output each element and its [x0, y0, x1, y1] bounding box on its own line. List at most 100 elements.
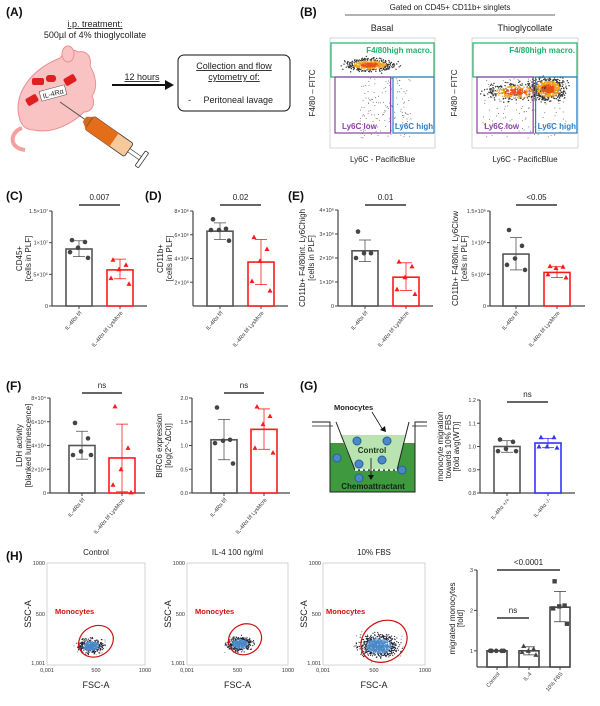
y-axis-label: CD11b+ F4/80int. Ly6Clow: [451, 211, 460, 306]
data-point: [230, 461, 236, 466]
panel-label-f: (F): [6, 379, 21, 393]
flow-y-axis-label: SSC-A: [299, 600, 309, 628]
y-tick-label: 1.0: [468, 445, 476, 451]
data-point: [264, 246, 270, 251]
data-point: [267, 413, 273, 419]
y-tick-label: 0.5: [180, 467, 188, 473]
bar-chart-e1: 0 1×10⁶ 2×10⁶ 3×10⁶ 4×10⁶ CD11b+ F4/80int. Ly…: [298, 193, 433, 349]
x-tick-label: IL-4Rα f/f LysMcre: [235, 497, 268, 535]
y-tick-label: 3×10⁶: [319, 231, 334, 238]
data-point: [249, 278, 255, 284]
data-point: [525, 648, 531, 653]
bar: [486, 650, 508, 668]
gate-label-f4-80-high: F4/80high macro.: [366, 46, 432, 55]
flow-y-tick-label: 500: [36, 612, 45, 618]
x-tick-label: IL-4Rα f/f: [209, 497, 229, 519]
flow-plot-thioglycollate: Thioglycollate F4/80 – FITC Ly6C - Pacific…: [450, 23, 579, 164]
y-tick-label: 0.8: [468, 491, 476, 497]
gate-ly6c-low: [334, 76, 392, 134]
p-value-label: ns: [509, 606, 517, 615]
data-point: [123, 262, 129, 267]
y-tick-label: 4×10⁴: [31, 443, 46, 450]
x-tick-label: IL-4Rα f/f LysMcre: [377, 310, 410, 348]
x-tick-label: IL-4Rα -/-: [533, 497, 553, 519]
x-tick-label: IL-4Rα f/f LysMcre: [91, 310, 124, 348]
flow-x-tick-label: 500: [233, 668, 242, 674]
y-tick-label: 1: [470, 649, 473, 655]
y-axis-label: BIRC6 expression: [155, 413, 164, 477]
y-axis-label: LDH activity: [15, 424, 24, 467]
data-point: [214, 405, 220, 410]
bar-chart-f2: 0.0 0.5 1.0 1.5 2.0 BIRC6 expression [log(2^-Δ…: [155, 381, 290, 536]
y-tick-label: 2×10⁶: [174, 279, 189, 286]
bar: [543, 271, 571, 307]
data-point: [75, 245, 81, 251]
flow-events: [479, 75, 570, 139]
collection-box: [177, 54, 291, 112]
bar: [493, 445, 521, 494]
treatment-title: i.p. treatment:: [67, 19, 122, 29]
data-point: [251, 234, 257, 240]
panel-label-g: (G): [300, 379, 317, 393]
diagram-monocytes-label: Monocytes: [334, 403, 373, 412]
y-tick-label: 1.5×10⁶: [467, 208, 486, 215]
y-axis-label: [fold]: [456, 610, 465, 627]
y-axis-label: [blanked luminescence]: [24, 404, 33, 488]
gate-label-monocytes: Monocytes: [326, 607, 365, 616]
flow-y-axis-label: F4/80 – FITC: [308, 69, 317, 116]
flow-y-tick-label: 1000: [33, 561, 45, 567]
p-value-label: 0.02: [233, 193, 249, 202]
p-value-label: <0.0001: [514, 558, 544, 567]
data-point: [223, 226, 229, 232]
p-value-label: ns: [240, 381, 248, 390]
x-tick-label: IL-4Rα f/f LysMcre: [528, 310, 561, 348]
y-tick-label: 0: [483, 304, 486, 310]
data-point: [557, 604, 562, 609]
data-point: [112, 403, 118, 409]
bar-chart-g: 0.8 0.9 1.0 1.1 1.2 monocyte migration towards…: [436, 390, 575, 521]
data-point: [560, 264, 566, 269]
y-tick-label: 1×10⁶: [319, 279, 334, 286]
p-value-label: ns: [523, 390, 531, 399]
flow-plot-title: Basal: [371, 23, 394, 33]
data-point: [108, 275, 114, 281]
data-point: [409, 263, 415, 269]
data-point: [110, 257, 116, 262]
flow-x-axis-label: FSC-A: [361, 680, 388, 690]
data-point: [226, 238, 232, 243]
flow-y-tick-label: 500: [176, 612, 185, 618]
diagram-chemoattractant-label: Chemoattractant: [341, 482, 405, 491]
gate-label-ly6c-low: Ly6C low: [342, 122, 378, 131]
bar-chart-h: 1 2 3 migrated monocytes [fold] Control IL-4 10…: [448, 558, 571, 693]
data-point: [519, 649, 525, 655]
panel-b: (B) Gated on CD45+ CD11b+ singlets Basal…: [300, 3, 579, 164]
y-tick-label: 4×10⁶: [319, 207, 334, 214]
flow-x-tick-label: 0,001: [180, 668, 194, 674]
panel-a: (A) i.p. treatment: 500µl of 4% thioglyc…: [6, 5, 291, 168]
p-value-label: <0.05: [526, 193, 547, 202]
y-tick-label: 1.5×10⁷: [29, 208, 48, 215]
data-point: [355, 229, 361, 234]
data-point: [85, 436, 91, 441]
flow-y-tick-label: 1000: [173, 561, 185, 567]
transwell-diagram: Monocytes Control Chemoattractant: [312, 403, 427, 493]
panel-label-c: (C): [6, 189, 23, 203]
y-tick-label: 0.9: [468, 468, 476, 474]
x-tick-label: Control: [486, 671, 502, 688]
gate-ly6c-high: [392, 76, 435, 134]
y-tick-label: 1.1: [468, 421, 476, 427]
flow-y-axis-label: SSC-A: [163, 600, 173, 628]
y-tick-label: 2×10⁴: [31, 466, 46, 473]
syringe-icon: [59, 101, 149, 168]
x-tick-label: IL-4Rα f/f: [501, 310, 521, 332]
box-line-2: cytometry of:: [208, 72, 260, 82]
flow-x-tick-label: 1000: [282, 668, 294, 674]
flow-plot-title: IL-4 100 ng/ml: [212, 548, 263, 557]
panel-label-b: (B): [300, 5, 317, 19]
data-point: [564, 621, 570, 626]
data-point: [538, 434, 544, 440]
y-tick-label: 6×10⁴: [31, 419, 46, 426]
panel-label-e: (E): [288, 189, 304, 203]
monocyte-gate: [227, 623, 263, 656]
